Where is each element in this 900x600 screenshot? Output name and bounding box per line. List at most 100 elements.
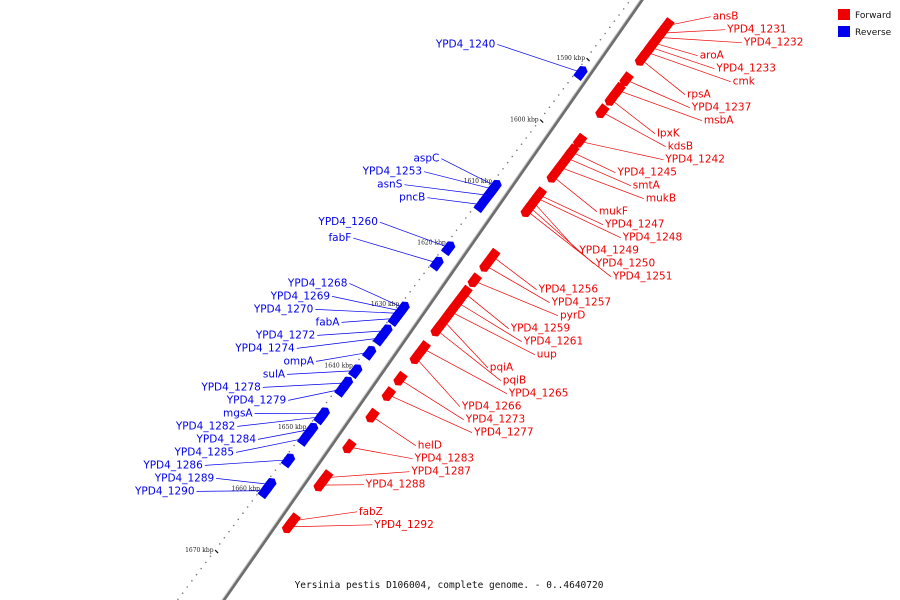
- gene-label-ypd4-1245: YPD4_1245: [617, 167, 677, 179]
- gene-label-ypd4-1232: YPD4_1232: [743, 37, 803, 49]
- kbp-minor-dot: [497, 174, 500, 176]
- kbp-minor-dot: [200, 567, 202, 570]
- gene-label-ypd4-1283: YPD4_1283: [414, 453, 474, 465]
- gene-label-ypd4-1261: YPD4_1261: [523, 336, 583, 348]
- kbp-minor-dot: [191, 580, 193, 582]
- leader-ypd4-1260: [379, 221, 450, 248]
- kbp-minor-dot: [530, 131, 532, 133]
- leader-pqib: [436, 329, 502, 381]
- gene-label-ypd4-1284: YPD4_1284: [196, 433, 257, 445]
- kbp-minor-dot: [330, 395, 332, 398]
- kbp-minor-dot: [237, 518, 240, 521]
- kbp-minor-dot: [525, 137, 528, 139]
- gene-label-ypd4-1233: YPD4_1233: [715, 63, 775, 75]
- kbp-minor-dot: [553, 100, 555, 102]
- gene-label-sula: sulA: [263, 368, 286, 380]
- gene-label-ypd4-1257: YPD4_1257: [551, 297, 611, 309]
- kbp-minor-dot: [404, 297, 407, 299]
- kbp-tick-label: 1590 kbp: [557, 55, 586, 62]
- kbp-minor-dot: [409, 291, 411, 293]
- gene-label-ypd4-1253: YPD4_1253: [362, 166, 422, 178]
- kbp-minor-dot: [604, 32, 606, 35]
- leader-ypd4-1265: [422, 348, 508, 395]
- gene-label-faba: fabA: [316, 316, 341, 328]
- leader-ompa: [315, 351, 371, 362]
- leader-ypd4-1268: [349, 283, 404, 309]
- gene-label-ompa: ompA: [283, 355, 314, 367]
- label-leaders: [196, 16, 742, 528]
- kbp-minor-dot: [423, 272, 425, 275]
- gene-label-ypd4-1237: YPD4_1237: [691, 102, 751, 114]
- legend: Forward Reverse: [838, 9, 892, 38]
- leader-mukb: [559, 166, 645, 200]
- leader-ypd4-1287: [325, 471, 410, 479]
- gene-label-ypd4-1268: YPD4_1268: [287, 277, 347, 289]
- kbp-minor-dot: [511, 155, 514, 158]
- kbp-minor-dot: [571, 75, 574, 78]
- leader-ypd4-1261: [457, 302, 522, 342]
- leader-ypd4-1292: [288, 524, 373, 528]
- kbp-minor-dot: [534, 124, 537, 127]
- kbp-minor-dot: [465, 217, 467, 219]
- kbp-minor-dot: [613, 20, 616, 23]
- kbp-minor-dot: [205, 561, 207, 564]
- leader-pncb: [427, 197, 482, 205]
- kbp-minor-dot: [567, 81, 569, 84]
- leader-kdsb: [601, 111, 666, 148]
- leader-mukf: [552, 176, 598, 212]
- gene-label-ypd4-1285: YPD4_1285: [174, 446, 234, 458]
- kbp-minor-dot: [469, 211, 472, 213]
- gene-label-ypd4-1256: YPD4_1256: [538, 284, 599, 296]
- kbp-tick-label: 1610 kbp: [464, 178, 493, 185]
- kbp-minor-dot: [516, 149, 518, 152]
- kbp-minor-dot: [288, 450, 291, 453]
- kbp-minor-dot: [548, 106, 551, 109]
- gene-feature-ypd4-1237: [619, 71, 634, 87]
- legend-forward-label: Forward: [855, 11, 891, 21]
- leader-aspc: [441, 158, 496, 187]
- gene-label-ypd4-1251: YPD4_1251: [612, 271, 672, 283]
- gene-label-mukf: mukF: [599, 206, 628, 218]
- leader-ypd4-1274: [296, 337, 381, 349]
- gene-feature-ypd4-1242: [572, 132, 588, 148]
- gene-label-ypd4-1278: YPD4_1278: [200, 381, 260, 393]
- gene-feature-ypd4-1266: [409, 349, 425, 365]
- leader-ypd4-1284: [257, 428, 313, 440]
- gene-label-ypd4-1250: YPD4_1250: [595, 258, 655, 270]
- leader-held: [371, 415, 416, 446]
- leader-asns: [404, 184, 489, 196]
- leader-ypd4-1289: [216, 478, 271, 485]
- leader-ypd4-1269: [332, 296, 402, 312]
- gene-feature-lpxk: [604, 90, 620, 106]
- gene-feature-kdsb: [595, 103, 610, 119]
- gene-label-lpxk: lpxK: [657, 128, 681, 140]
- gene-feature-ypd4-1260: [440, 241, 456, 257]
- leader-ypd4-1273: [399, 379, 464, 420]
- gene-label-ypd4-1259: YPD4_1259: [510, 323, 570, 335]
- gene-label-ypd4-1248: YPD4_1248: [622, 232, 682, 244]
- gene-label-fabf: fabF: [328, 232, 351, 244]
- leader-ypd4-1259: [464, 292, 509, 329]
- kbp-tick-mark: [539, 119, 544, 124]
- gene-label-mgsa: mgsA: [223, 407, 253, 419]
- leader-aroa: [653, 42, 698, 57]
- leader-uup: [450, 311, 535, 356]
- leader-ansb: [666, 16, 711, 27]
- leader-ypd4-1253: [424, 171, 494, 190]
- legend-reverse-swatch: [838, 26, 850, 37]
- kbp-minor-dot: [427, 266, 430, 269]
- gene-label-uup: uup: [537, 349, 557, 361]
- leader-sula: [287, 370, 357, 375]
- kbp-minor-dot: [209, 555, 212, 558]
- leader-ypd4-1237: [625, 79, 690, 109]
- kbp-minor-dot: [293, 444, 295, 447]
- legend-reverse-label: Reverse: [855, 28, 892, 38]
- gene-feature-mukf: [546, 167, 562, 183]
- gene-label-ansb: ansB: [713, 11, 739, 23]
- leader-cmk: [646, 51, 731, 83]
- gene-feature-pncb: [473, 198, 488, 214]
- kbp-minor-dot: [195, 573, 198, 576]
- gene-feature-ypd4-1240: [573, 66, 588, 82]
- legend-forward-swatch: [838, 9, 850, 20]
- leader-smta: [566, 157, 631, 187]
